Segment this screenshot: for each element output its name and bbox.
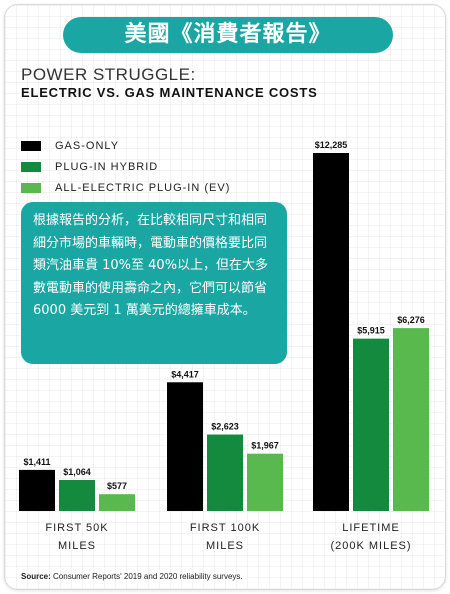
bar-ev-0 xyxy=(99,494,135,511)
source-note: Source: Consumer Reports' 2019 and 2020 … xyxy=(21,572,243,581)
chart-title: POWER STRUGGLE: xyxy=(21,65,196,84)
value-label-ev-1: $1,967 xyxy=(251,441,279,451)
page-title-banner: 美國《消費者報告》 xyxy=(63,17,393,53)
bar-gas-0 xyxy=(19,469,55,511)
category-label-0-line2: MILES xyxy=(58,540,96,552)
source-label: Source: xyxy=(21,572,51,581)
bar-gas-1 xyxy=(167,382,203,511)
bar-ev-2 xyxy=(393,328,429,511)
chart-subtitle: ELECTRIC VS. GAS MAINTENANCE COSTS xyxy=(21,85,318,100)
bar-ev-1 xyxy=(247,453,283,511)
bar-gas-2 xyxy=(313,153,349,511)
value-label-gas-1: $4,417 xyxy=(171,369,199,379)
legend-item-ev: ALL-ELECTRIC PLUG-IN (EV) xyxy=(21,177,230,198)
category-label-0-line1: FIRST 50K xyxy=(45,522,108,534)
bar-hybrid-1 xyxy=(207,434,243,511)
value-label-ev-2: $6,276 xyxy=(397,315,425,325)
legend-label-hybrid: PLUG-IN HYBRID xyxy=(55,160,159,173)
chart-legend: GAS-ONLY PLUG-IN HYBRID ALL-ELECTRIC PLU… xyxy=(21,135,230,198)
value-label-gas-2: $12,285 xyxy=(315,140,348,150)
category-label-1-line1: FIRST 100K xyxy=(190,522,260,534)
value-label-gas-0: $1,411 xyxy=(23,457,50,467)
bar-chart: $1,411 $4,417 $12,285 $1,064 $2,623 $5,915 $57… xyxy=(19,140,429,552)
legend-swatch-hybrid xyxy=(21,161,41,172)
legend-swatch-gas xyxy=(21,140,41,151)
category-label-1-line2: MILES xyxy=(206,540,244,552)
legend-swatch-ev xyxy=(21,182,41,193)
source-text: Consumer Reports' 2019 and 2020 reliabil… xyxy=(50,572,243,581)
value-label-hybrid-1: $2,623 xyxy=(211,422,239,432)
category-label-2-line2: (200K MILES) xyxy=(330,540,411,552)
value-label-hybrid-2: $5,915 xyxy=(357,326,385,336)
bar-hybrid-0 xyxy=(59,479,95,511)
legend-item-gas: GAS-ONLY xyxy=(21,135,230,156)
infographic-card: 美國《消費者報告》 POWER STRUGGLE: ELECTRIC VS. G… xyxy=(4,4,446,590)
summary-callout: 根據報告的分析，在比較相同尺寸和相同細分市場的車輛時，電動車的價格要比同類汽油車… xyxy=(21,202,287,364)
value-label-hybrid-0: $1,064 xyxy=(63,467,91,477)
value-label-ev-0: $577 xyxy=(107,481,127,491)
legend-label-ev: ALL-ELECTRIC PLUG-IN (EV) xyxy=(55,181,231,194)
legend-item-hybrid: PLUG-IN HYBRID xyxy=(21,156,230,177)
bar-hybrid-2 xyxy=(353,338,389,511)
category-label-2-line1: LIFETIME xyxy=(342,522,400,534)
legend-label-gas: GAS-ONLY xyxy=(55,139,120,152)
